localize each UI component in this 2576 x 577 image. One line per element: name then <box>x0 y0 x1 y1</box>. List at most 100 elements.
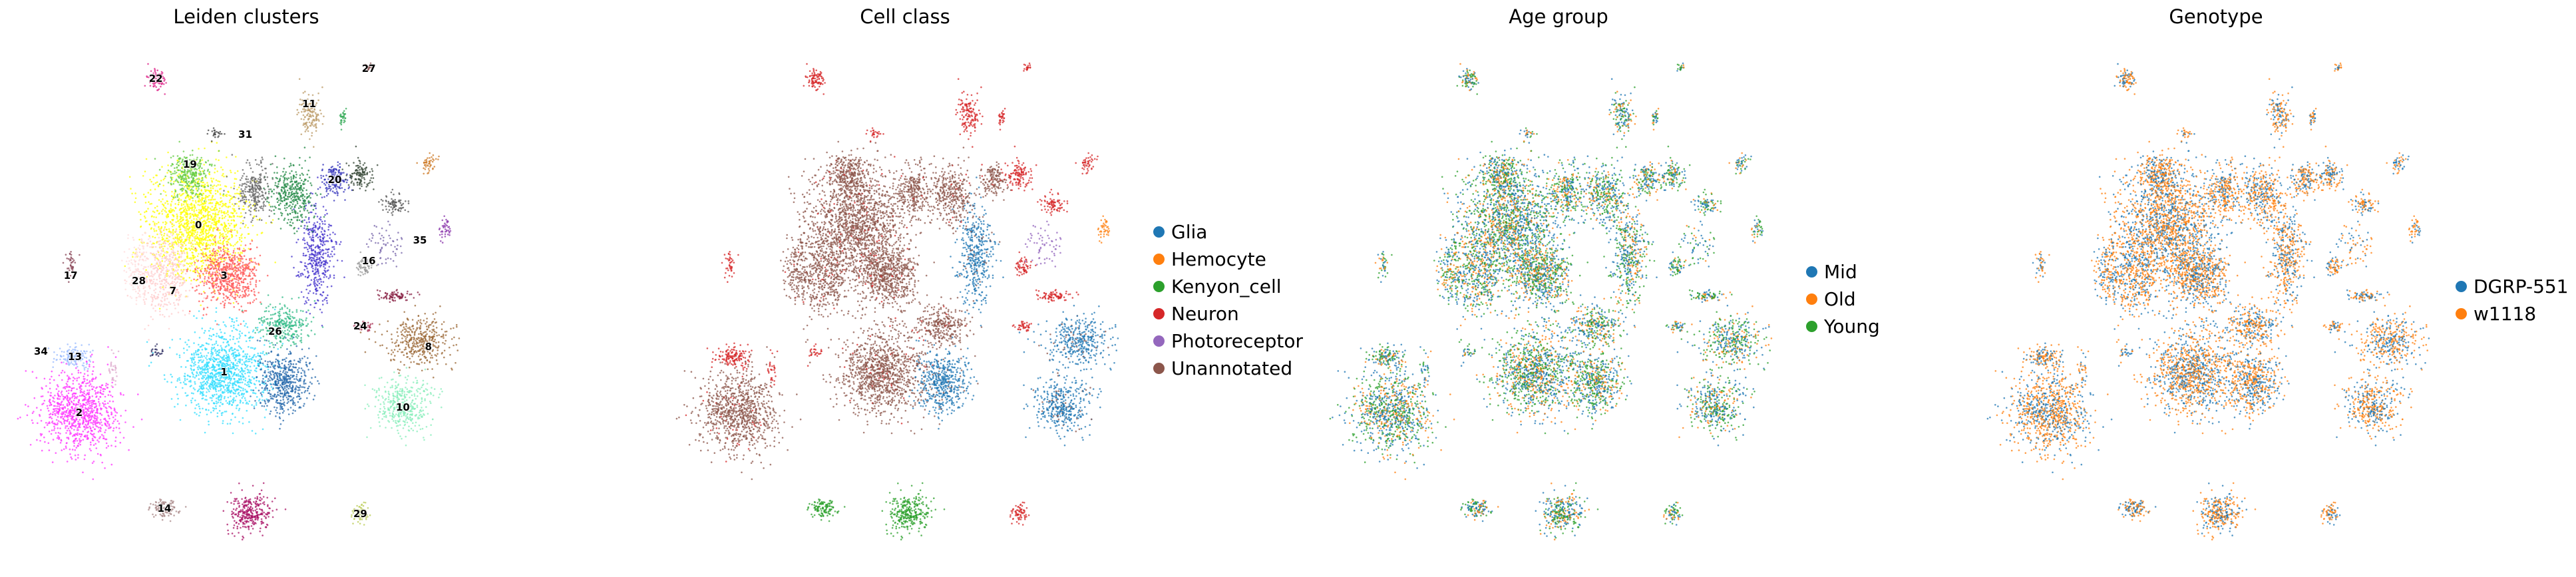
scatter-point <box>216 249 218 252</box>
scatter-point <box>182 387 184 389</box>
scatter-point <box>230 390 233 393</box>
scatter-point <box>203 383 205 386</box>
scatter-point <box>155 266 158 269</box>
scatter-point <box>246 355 248 357</box>
scatter-point <box>210 198 213 201</box>
scatter-point <box>55 419 58 421</box>
scatter-point <box>47 391 49 393</box>
scatter-point <box>212 366 214 369</box>
scatter-point <box>85 383 87 385</box>
scatter-point <box>212 194 214 197</box>
scatter-point <box>208 211 211 213</box>
scatter-point <box>188 277 191 279</box>
scatter-point <box>218 150 220 152</box>
scatter-point <box>190 232 192 234</box>
scatter-point <box>260 352 262 354</box>
scatter-point <box>68 377 70 379</box>
scatter-point <box>57 431 60 434</box>
scatter-point <box>220 412 223 415</box>
scatter-point <box>224 378 226 381</box>
scatter-point <box>186 214 189 216</box>
scatter-point <box>182 179 185 181</box>
scatter-point <box>71 458 73 460</box>
scatter-point <box>187 196 190 198</box>
scatter-point <box>154 182 157 184</box>
scatter-point <box>233 224 236 226</box>
scatter-point <box>233 324 235 327</box>
scatter-point <box>190 385 192 387</box>
scatter-point <box>180 250 182 252</box>
scatter-point <box>212 386 215 389</box>
scatter-point <box>73 409 75 411</box>
scatter-point <box>218 364 220 367</box>
scatter-point <box>183 352 185 354</box>
scatter-point <box>204 291 206 294</box>
scatter-point <box>245 265 248 268</box>
scatter-point <box>66 420 69 423</box>
scatter-point <box>215 405 217 407</box>
scatter-point <box>248 293 250 296</box>
scatter-point <box>41 433 43 435</box>
scatter-point <box>158 262 160 264</box>
scatter-point <box>222 420 224 422</box>
scatter-point <box>140 218 142 221</box>
scatter-point <box>212 363 214 365</box>
scatter-point <box>92 377 94 379</box>
scatter-point <box>269 345 271 348</box>
scatter-point <box>164 295 167 297</box>
scatter-point <box>100 387 102 389</box>
scatter-point <box>194 264 196 266</box>
scatter-point <box>69 448 71 451</box>
scatter-point <box>188 345 190 348</box>
scatter-point <box>234 257 236 260</box>
scatter-point <box>193 236 195 238</box>
scatter-point <box>190 242 193 245</box>
scatter-point <box>153 211 156 214</box>
scatter-point <box>189 204 192 206</box>
scatter-point <box>198 300 200 303</box>
scatter-point <box>214 213 216 216</box>
scatter-point <box>144 328 146 330</box>
scatter-point <box>248 259 251 262</box>
scatter-point <box>197 260 200 262</box>
scatter-point <box>90 432 92 435</box>
scatter-point <box>78 424 81 427</box>
scatter-point <box>210 252 213 255</box>
scatter-point <box>216 363 218 366</box>
scatter-point <box>179 228 182 230</box>
scatter-point <box>248 400 251 403</box>
scatter-point <box>181 260 184 262</box>
scatter-point <box>208 202 210 204</box>
scatter-point <box>186 360 188 362</box>
scatter-point <box>202 391 204 393</box>
scatter-point <box>198 200 200 203</box>
scatter-point <box>236 248 239 250</box>
scatter-point <box>224 324 226 326</box>
scatter-point <box>212 268 215 270</box>
scatter-point <box>234 254 236 257</box>
scatter-point <box>146 276 148 278</box>
scatter-point <box>99 436 101 438</box>
scatter-point <box>101 384 104 386</box>
scatter-point <box>234 297 236 299</box>
scatter-point <box>225 357 228 359</box>
scatter-point <box>238 352 240 354</box>
scatter-point <box>198 244 200 246</box>
scatter-point <box>224 236 226 238</box>
scatter-point <box>180 213 182 216</box>
scatter-point <box>178 274 180 276</box>
scatter-point <box>145 269 147 272</box>
scatter-point <box>202 381 204 383</box>
scatter-point <box>250 278 252 280</box>
scatter-point <box>236 388 238 391</box>
scatter-point <box>229 224 231 227</box>
scatter-point <box>196 226 198 229</box>
scatter-point <box>150 246 152 248</box>
scatter-point <box>165 284 167 286</box>
scatter-point <box>202 177 204 179</box>
scatter-point <box>137 393 139 395</box>
scatter-point <box>216 274 219 276</box>
scatter-point <box>87 422 90 425</box>
scatter-point <box>112 400 114 403</box>
scatter-point <box>180 276 182 278</box>
